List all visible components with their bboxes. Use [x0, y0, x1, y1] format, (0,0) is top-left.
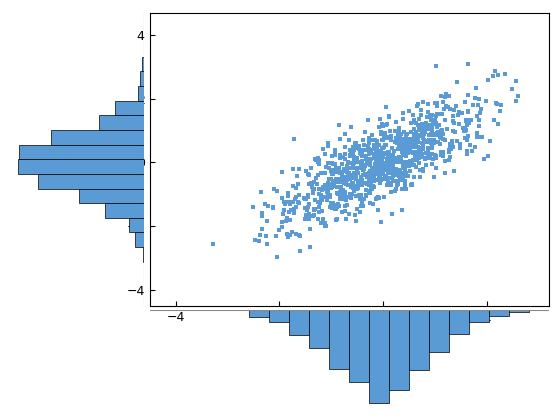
Bar: [309, 310, 329, 349]
Bar: [249, 310, 269, 317]
Bar: [143, 247, 144, 262]
X-axis label: x1: x1: [340, 329, 358, 344]
Bar: [429, 310, 449, 352]
Bar: [349, 310, 369, 382]
Y-axis label: y1: y1: [106, 150, 121, 168]
Bar: [19, 144, 144, 159]
Bar: [469, 310, 489, 322]
Bar: [142, 57, 144, 71]
Bar: [51, 130, 144, 144]
Bar: [290, 310, 309, 335]
Bar: [269, 310, 290, 322]
Bar: [38, 174, 144, 189]
Bar: [389, 310, 409, 390]
Bar: [139, 71, 144, 86]
Bar: [99, 115, 144, 130]
Bar: [135, 233, 144, 247]
Bar: [449, 310, 469, 334]
Bar: [509, 310, 529, 312]
Bar: [489, 310, 509, 315]
Bar: [17, 159, 144, 174]
Bar: [105, 203, 144, 218]
Bar: [329, 310, 349, 369]
Bar: [138, 86, 144, 100]
Bar: [129, 218, 144, 233]
Bar: [409, 310, 429, 370]
Bar: [79, 189, 144, 203]
Bar: [115, 100, 144, 115]
Bar: [369, 310, 389, 403]
